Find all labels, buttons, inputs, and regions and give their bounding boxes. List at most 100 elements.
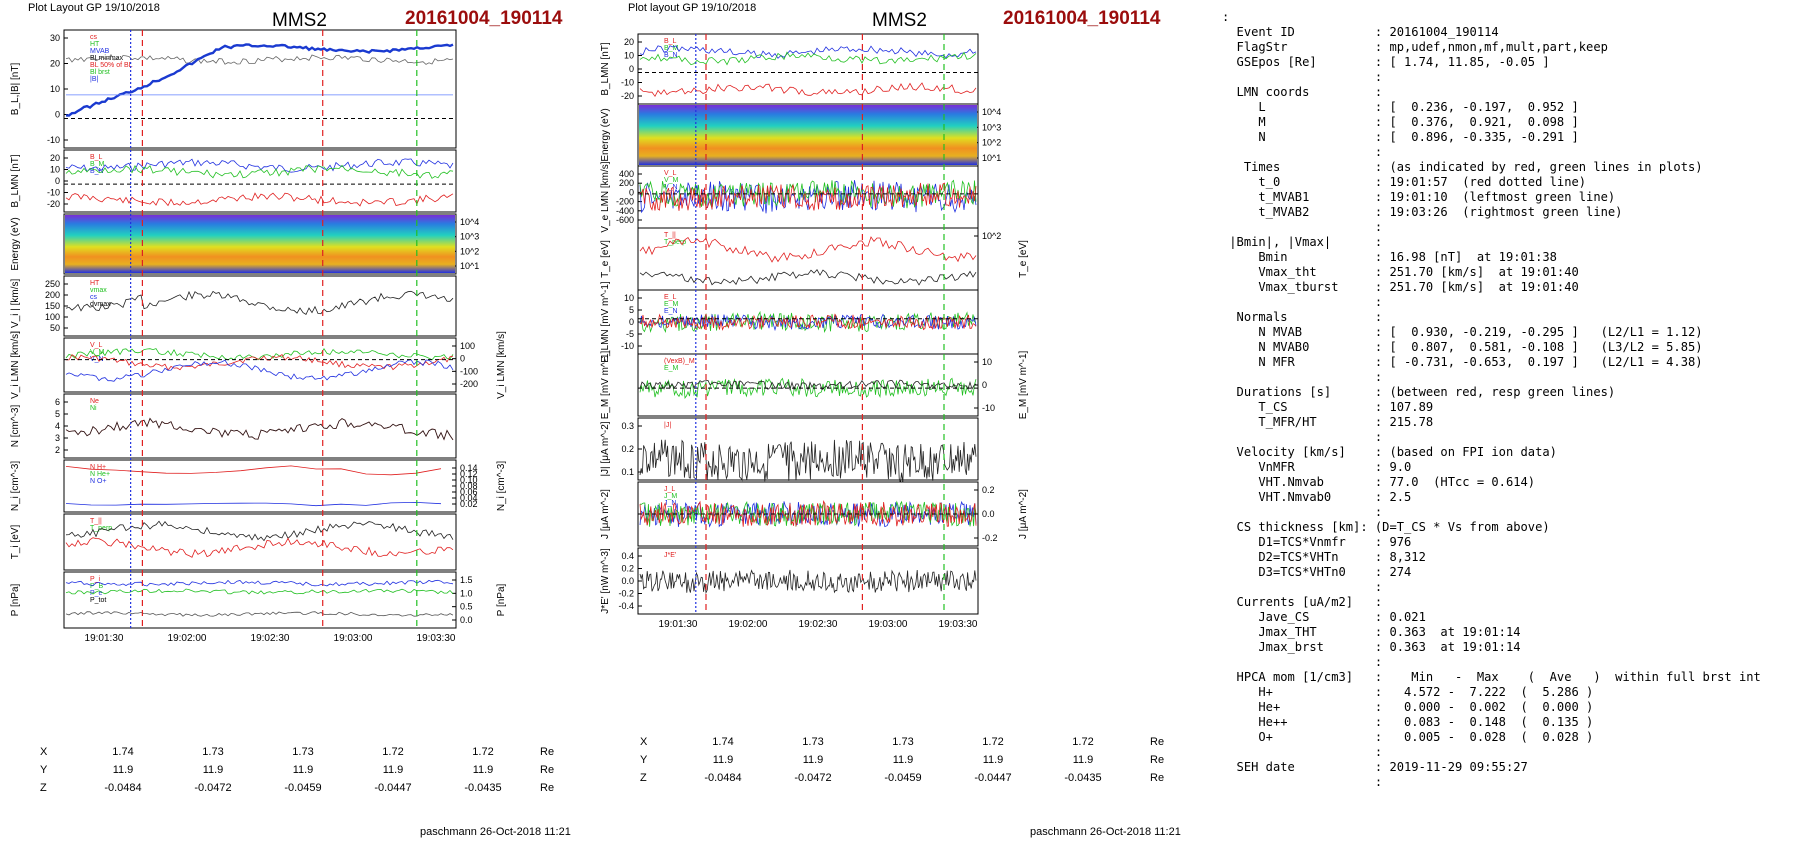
y-tick-label: -400 (616, 206, 634, 216)
legend-entry: N O+ (90, 478, 107, 485)
y-tick-label-right: 10^3 (460, 232, 479, 242)
summary-line: Normals : (1222, 310, 1383, 324)
y-tick-label: -0.2 (618, 589, 634, 599)
legend-entry: dvmax (90, 301, 111, 308)
y-tick-label-right: 10^4 (460, 217, 479, 227)
legend-entry: B_L (664, 38, 677, 45)
y-tick-label: 20 (50, 153, 60, 163)
panel-ylabel: |J| [μA m^-2] (600, 421, 611, 476)
coord-value: 1.73 (292, 746, 314, 758)
y-tick-label-right: 0.0 (460, 615, 473, 625)
coord-value: -0.0472 (194, 782, 232, 794)
summary-line: He++ : 0.083 - 0.148 ( 0.135 ) (1222, 715, 1594, 729)
summary-line: N : [ 0.896, -0.335, -0.291 ] (1222, 130, 1579, 144)
y-tick-label: 20 (624, 37, 634, 47)
y-tick-label: 0 (55, 110, 60, 120)
time-tick-label: 19:02:30 (251, 633, 290, 644)
left-footer: paschmann 26-Oct-2018 11:21 (420, 826, 571, 838)
summary-line: Event ID : 20161004_190114 (1222, 25, 1499, 39)
time-tick-label: 19:02:00 (168, 633, 207, 644)
summary-line: CS thickness [km]: (D=T_CS * Vs from abo… (1222, 520, 1550, 534)
summary-line: : (1222, 775, 1383, 789)
summary-line: GSEpos [Re] : [ 1.74, 11.85, -0.05 ] (1222, 55, 1550, 69)
y-tick-label-right: 0.10 (460, 475, 478, 485)
y-tick-label-right: 10^2 (982, 138, 1001, 148)
y-tick-label: -20 (47, 199, 60, 209)
summary-line: : (1222, 145, 1383, 159)
series-line (65, 579, 454, 587)
series-line (65, 192, 454, 207)
legend-entry: |B| (90, 76, 98, 83)
y-tick-label-right: -100 (460, 366, 478, 376)
summary-line: N MVAB : [ 0.930, -0.219, -0.295 ] (L2/L… (1222, 325, 1703, 339)
legend-entry: B_N (664, 52, 678, 59)
y-tick-label: 250 (45, 279, 60, 289)
y-tick-label-right: 0.2 (982, 485, 995, 495)
summary-line: |Bmin|, |Vmax| : (1222, 235, 1383, 249)
y-tick-label: -10 (621, 78, 634, 88)
y-tick-label: 0.2 (621, 444, 634, 454)
legend-entry: T_|| (664, 232, 676, 239)
y-tick-label-right: 100 (460, 341, 475, 351)
legend-entry: J_L (664, 486, 675, 493)
legend-entry: B_N (90, 168, 104, 175)
legend-entry: (VexB)_M (664, 358, 695, 365)
summary-line: Jave_CS : 0.021 (1222, 610, 1426, 624)
y-tick-label: 200 (619, 178, 634, 188)
y-tick-label-right: -200 (460, 379, 478, 389)
y-tick-label-right: 0.5 (460, 602, 473, 612)
y-tick-label-right: -10 (982, 403, 995, 413)
y-tick-label: 0.2 (621, 564, 634, 574)
y-tick-label: 10 (624, 293, 634, 303)
summary-line: : (1222, 430, 1383, 444)
legend-entry: MVAB (90, 48, 110, 55)
y-tick-label: 100 (45, 312, 60, 322)
summary-line: D3=TCS*VHTn0 : 274 (1222, 565, 1412, 579)
series-line (65, 501, 442, 507)
y-tick-label: 10 (624, 51, 634, 61)
legend-entry: N He+ (90, 471, 110, 478)
panel-frame (63, 571, 457, 629)
coord-value: -0.0484 (104, 782, 142, 794)
coord-value: 11.9 (472, 764, 494, 776)
coord-value: -0.0459 (884, 772, 922, 784)
summary-line: SEH date : 2019-11-29 09:55:27 (1222, 760, 1528, 774)
plot-panel: J*E' [nW m^-3] 0.4 0.2 0.0 -0.2 -0.4 J*E' (600, 547, 979, 615)
plot-panel: B_L,|B| [nT]3020100-10csHTMVABBLminmaxBL… (10, 29, 457, 149)
summary-line: t_0 : 19:01:57 (red dotted line) (1222, 175, 1587, 189)
series-line (639, 82, 977, 98)
summary-line: Jmax_THT : 0.363 at 19:01:14 (1222, 625, 1521, 639)
summary-line: He+ : 0.000 - 0.002 ( 0.000 ) (1222, 700, 1594, 714)
series-line (639, 379, 977, 392)
series-line (639, 499, 977, 527)
y-tick-label-right: 10^1 (460, 261, 479, 271)
y-tick-label: 4 (55, 421, 60, 431)
summary-line: t_MVAB2 : 19:03:26 (rightmost green line… (1222, 205, 1623, 219)
right-footer: paschmann 26-Oct-2018 11:21 (1030, 826, 1181, 838)
plot-panel: T_i [eV]T_||T_perp (10, 513, 457, 571)
summary-line: : (1222, 655, 1383, 669)
panel-ylabel: J [μA m^-2] (600, 489, 611, 539)
legend-entry: V_M (664, 177, 679, 184)
legend-entry: |J| (664, 422, 671, 429)
coord-value: -0.0447 (374, 782, 412, 794)
summary-line: D1=TCS*Vnmfr : 976 (1222, 535, 1412, 549)
coord-label: Z (40, 782, 47, 794)
panel-ylabel: N_i [cm^-3] (10, 461, 21, 511)
coord-value: 11.9 (202, 764, 224, 776)
y-tick-label: -10 (47, 188, 60, 198)
coord-value: -0.0447 (974, 772, 1012, 784)
coord-unit: Re (1150, 736, 1165, 748)
coord-value: 11.9 (382, 764, 404, 776)
y-tick-label: 0 (629, 64, 634, 74)
series-line (65, 43, 454, 117)
y-tick-label: 150 (45, 301, 60, 311)
summary-line: : (1222, 220, 1383, 234)
summary-line: : (1222, 370, 1383, 384)
coord-value: 1.73 (202, 746, 224, 758)
legend-entry: Ne (90, 398, 99, 405)
y-tick-label-right: 10^1 (982, 153, 1001, 163)
y-tick-label-right: 1.5 (460, 575, 473, 585)
